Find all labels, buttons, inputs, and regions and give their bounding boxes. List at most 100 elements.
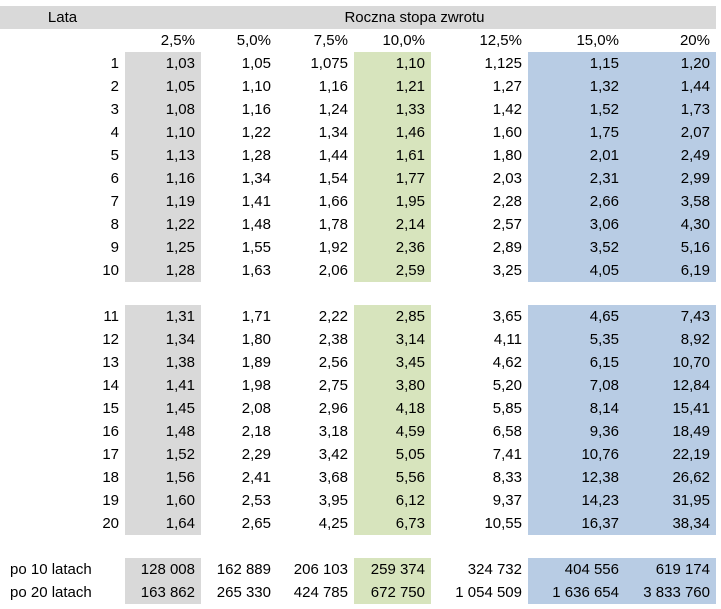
value-cell: 10,55 [484,515,522,532]
value-cell: 1,54 [318,170,348,187]
value-cell: 2,75 [318,377,348,394]
value-cell: 1,80 [241,331,271,348]
value-cell: 4,62 [492,354,522,371]
value-cell: 162 889 [216,561,271,578]
value-cell: 6,12 [395,492,425,509]
year-label: 14 [102,377,119,394]
summary-blue-band-col6 [528,558,625,604]
value-cell: 1,34 [241,170,271,187]
summary-blue-band-col7 [625,558,716,604]
value-cell: 259 374 [370,561,425,578]
value-cell: 3,45 [395,354,425,371]
value-cell: 2,85 [395,308,425,325]
value-cell: 1,46 [395,124,425,141]
rate-title: Roczna stopa zwrotu [344,9,485,26]
value-cell: 324 732 [467,561,522,578]
value-cell: 9,36 [589,423,619,440]
value-cell: 5,56 [395,469,425,486]
value-cell: 1,21 [395,78,425,95]
value-cell: 1,52 [165,446,195,463]
year-label: 17 [102,446,119,463]
value-cell: 1,52 [589,101,619,118]
value-cell: 2,59 [395,262,425,279]
value-cell: 4,59 [395,423,425,440]
year-label: 7 [110,193,119,210]
value-cell: 3 833 760 [643,584,710,601]
value-cell: 2,56 [318,354,348,371]
value-cell: 1,44 [318,147,348,164]
value-cell: 2,18 [241,423,271,440]
value-cell: 265 330 [216,584,271,601]
block2-blue-band-col7 [625,305,716,535]
rate-header: 12,5% [479,32,522,49]
value-cell: 1,38 [165,354,195,371]
block1-green-band-col4 [354,52,431,282]
value-cell: 6,19 [680,262,710,279]
value-cell: 2,22 [318,308,348,325]
value-cell: 3,18 [318,423,348,440]
value-cell: 2,65 [241,515,271,532]
value-cell: 4,11 [493,331,522,348]
summary-green-band-col4 [354,558,431,604]
block2-blue-band-col6 [528,305,625,535]
value-cell: 8,92 [680,331,710,348]
value-cell: 3,06 [589,216,619,233]
value-cell: 1,89 [241,354,271,371]
value-cell: 8,14 [589,400,619,417]
year-label: 1 [110,55,119,72]
value-cell: 22,19 [672,446,710,463]
value-cell: 4,05 [589,262,619,279]
value-cell: 9,37 [492,492,522,509]
value-cell: 1,48 [241,216,271,233]
value-cell: 1,31 [165,308,195,325]
value-cell: 1,42 [492,101,522,118]
value-cell: 2,99 [680,170,710,187]
value-cell: 2,41 [241,469,271,486]
value-cell: 5,35 [589,331,619,348]
year-label: 18 [102,469,119,486]
value-cell: 1,45 [165,400,195,417]
year-label: 11 [103,308,119,325]
value-cell: 1,22 [241,124,271,141]
year-label: 16 [102,423,119,440]
value-cell: 1,10 [165,124,195,141]
value-cell: 7,43 [680,308,710,325]
value-cell: 1,77 [395,170,425,187]
value-cell: 404 556 [564,561,619,578]
value-cell: 3,42 [318,446,348,463]
value-cell: 1,34 [165,331,195,348]
rate-header: 10,0% [382,32,425,49]
value-cell: 2,89 [492,239,522,256]
value-cell: 2,06 [318,262,348,279]
value-cell: 2,28 [492,193,522,210]
summary-label: po 20 latach [10,584,92,601]
value-cell: 1,20 [680,55,710,72]
value-cell: 1,60 [165,492,195,509]
year-label: 10 [102,262,119,279]
value-cell: 1,33 [395,101,425,118]
value-cell: 1,80 [492,147,522,164]
block1-gray-band-col1 [125,52,201,282]
block2-green-band-col4 [354,305,431,535]
value-cell: 4,18 [395,400,425,417]
value-cell: 1,16 [165,170,195,187]
value-cell: 2,57 [492,216,522,233]
value-cell: 1,41 [241,193,271,210]
value-cell: 1,73 [680,101,710,118]
year-label: 19 [102,492,119,509]
value-cell: 3,68 [318,469,348,486]
year-label: 13 [102,354,119,371]
value-cell: 424 785 [293,584,348,601]
year-label: 20 [102,515,119,532]
value-cell: 2,01 [589,147,619,164]
value-cell: 1,22 [165,216,195,233]
value-cell: 1,28 [165,262,195,279]
value-cell: 8,33 [492,469,522,486]
value-cell: 1,63 [241,262,271,279]
rate-header: 5,0% [236,32,271,49]
value-cell: 3,25 [492,262,522,279]
value-cell: 1,08 [165,101,195,118]
value-cell: 3,52 [589,239,619,256]
value-cell: 672 750 [370,584,425,601]
value-cell: 10,70 [672,354,710,371]
